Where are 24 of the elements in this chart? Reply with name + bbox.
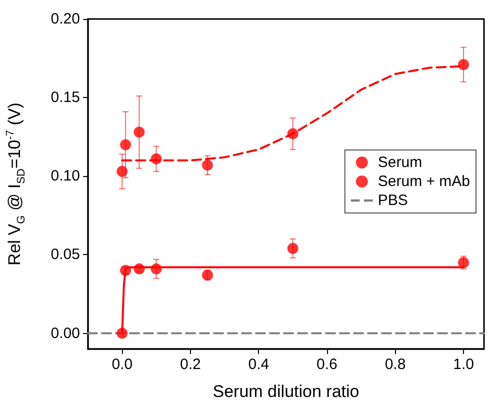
legend-label: Serum [378, 154, 422, 171]
point [150, 263, 162, 274]
x-tick-label: 0.8 [384, 356, 406, 373]
point [150, 153, 162, 164]
point [134, 126, 145, 138]
x-axis-title: Serum dilution ratio [212, 382, 360, 401]
point [458, 59, 470, 70]
y-tick-label: 0.15 [50, 89, 80, 106]
x-tick-label: 0.0 [112, 356, 133, 373]
y-tick-label: 0.00 [50, 324, 80, 342]
x-tick-label: 0.6 [316, 356, 338, 373]
x-tick-label: 0.2 [180, 356, 201, 373]
point [116, 328, 128, 339]
point [287, 242, 298, 254]
legend-label: PBS [378, 192, 408, 209]
point [120, 139, 132, 150]
legend-label: Serum + mAb [378, 173, 470, 190]
y-tick-label: 0.05 [50, 246, 80, 264]
point [202, 160, 213, 171]
x-tick-label: 0.4 [248, 356, 270, 373]
y-tick-label: 0.20 [50, 10, 80, 28]
y-tick-label: 0.10 [50, 168, 80, 185]
x-tick-label: 1.0 [453, 356, 474, 373]
point [287, 128, 298, 140]
